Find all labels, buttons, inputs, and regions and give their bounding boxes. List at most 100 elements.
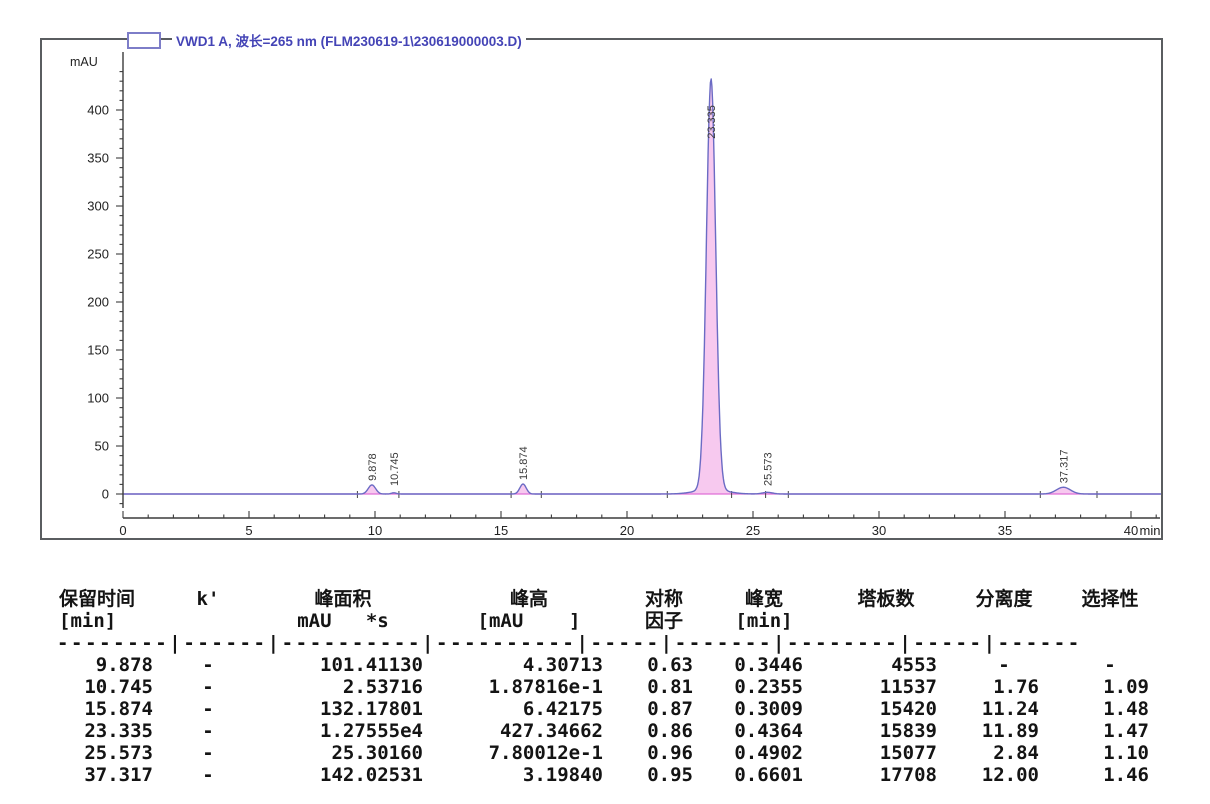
x-tick-label: 35	[998, 523, 1012, 538]
peak-fill	[500, 484, 546, 494]
x-tick-label: 20	[620, 523, 634, 538]
table-cell: -	[202, 720, 214, 742]
column-header: 峰面积	[314, 588, 372, 610]
table-cell: 0.86	[647, 720, 693, 742]
table-cell: 9.878	[95, 654, 153, 676]
table-cell: 142.02531	[320, 764, 423, 786]
table-cell: -	[202, 742, 214, 764]
column-header: 峰宽	[744, 588, 783, 610]
y-tick-label: 0	[102, 487, 109, 502]
peak-row: 10.745 - 2.53716 1.87816e-1 0.81 0.2355 11537 1…	[57, 676, 1165, 698]
table-cell: -	[1104, 654, 1116, 676]
peak-label: 15.874	[518, 446, 530, 480]
column-units: [min]	[735, 610, 793, 632]
table-cell: 12.00	[981, 764, 1039, 786]
column-header: 选择性	[1081, 588, 1139, 610]
column-units	[169, 610, 247, 632]
column-header: 峰高	[509, 588, 548, 610]
table-cell: 0.87	[647, 698, 693, 720]
table-cell: 10.745	[84, 676, 153, 698]
table-cell: 11.89	[981, 720, 1039, 742]
table-cell: 3.19840	[522, 764, 603, 786]
table-cell: 0.95	[647, 764, 693, 786]
table-cell: 17708	[879, 764, 937, 786]
y-tick-label: 100	[87, 391, 109, 406]
table-cell: 15420	[879, 698, 937, 720]
legend: VWD1 A, 波长=265 nm (FLM230619-1\230619000…	[127, 30, 526, 50]
x-tick-label: 30	[872, 523, 886, 538]
table-cell: 25.573	[84, 742, 153, 764]
x-tick-label: 5	[245, 523, 252, 538]
table-cell: 4.30713	[522, 654, 603, 676]
table-cell: -	[202, 764, 214, 786]
y-tick-label: 300	[87, 199, 109, 214]
x-tick-label: 40	[1124, 523, 1138, 538]
column-header: 保留时间	[59, 588, 136, 610]
legend-swatch-box	[127, 31, 161, 49]
x-tick-label: 0	[119, 523, 126, 538]
x-axis-unit-label: min	[1140, 523, 1161, 538]
table-cell: 0.3446	[734, 654, 803, 676]
column-units	[1055, 610, 1165, 632]
peak-label: 25.573	[762, 452, 774, 486]
table-cell: 1.87816e-1	[488, 676, 603, 698]
table-cell: 1.48	[1103, 698, 1149, 720]
table-cell: 6.42175	[522, 698, 603, 720]
table-cell: 1.76	[993, 676, 1039, 698]
table-cell: 0.6601	[734, 764, 803, 786]
x-tick-label: 15	[494, 523, 508, 538]
column-units: [min]	[59, 610, 117, 632]
peak-row: 25.573 - 25.30160 7.80012e-1 0.96 0.4902 15077…	[57, 742, 1165, 764]
y-tick-label: 50	[95, 439, 109, 454]
table-cell: 427.34662	[500, 720, 603, 742]
table-separator: --------|------|----------|----------|--…	[57, 632, 1082, 654]
column-header: k'	[196, 588, 220, 610]
y-tick-label: 400	[87, 103, 109, 118]
table-separator-row: --------|------|----------|----------|--…	[57, 632, 1165, 654]
table-cell: 2.53716	[342, 676, 423, 698]
table-cell: 1.46	[1103, 764, 1149, 786]
table-cell: 0.2355	[734, 676, 803, 698]
table-cell: 1.09	[1103, 676, 1149, 698]
peak-row: 15.874 - 132.17801 6.42175 0.87 0.3009 15420 11…	[57, 698, 1165, 720]
column-units: 因子	[644, 610, 683, 632]
column-units: [mAU ]	[477, 610, 581, 632]
peak-fill	[347, 484, 398, 494]
column-units	[953, 610, 1055, 632]
peak-label: 10.745	[389, 452, 401, 486]
y-tick-label: 200	[87, 295, 109, 310]
table-cell: 11.24	[981, 698, 1039, 720]
peak-label: 9.878	[367, 453, 379, 481]
peak-fill	[677, 79, 747, 495]
peak-table: 保留时间 k' 峰面积 峰高 对称 峰宽 塔板数 分离度 选择性 [min] mAU *s [mAU …	[57, 588, 1165, 786]
peak-label: 37.317	[1058, 450, 1070, 484]
column-header: 塔板数	[857, 588, 915, 610]
table-cell: 0.3009	[734, 698, 803, 720]
table-cell: -	[998, 654, 1010, 676]
table-header-row: 保留时间 k' 峰面积 峰高 对称 峰宽 塔板数 分离度 选择性	[57, 588, 1165, 610]
table-cell: 15.874	[84, 698, 153, 720]
table-cell: 4553	[891, 654, 937, 676]
y-tick-label: 150	[87, 343, 109, 358]
table-cell: 2.84	[993, 742, 1039, 764]
table-cell: 0.63	[647, 654, 693, 676]
peak-row: 23.335 - 1.27555e4 427.34662 0.86 0.4364 15839…	[57, 720, 1165, 742]
table-cell: -	[202, 698, 214, 720]
table-cell: 7.80012e-1	[488, 742, 603, 764]
y-tick-label: 250	[87, 247, 109, 262]
table-cell: 101.41130	[320, 654, 423, 676]
legend-label: VWD1 A, 波长=265 nm (FLM230619-1\230619000…	[172, 30, 526, 50]
chromatogram-svg: 0 50 100 150 200 250 300 350 400 mAU 0 5 10 15 20 25 30 3…	[70, 52, 1161, 538]
table-cell: 0.4902	[734, 742, 803, 764]
table-cell: -	[202, 654, 214, 676]
column-header: 分离度	[975, 588, 1033, 610]
table-cell: 25.30160	[331, 742, 423, 764]
chromatogram-panel: VWD1 A, 波长=265 nm (FLM230619-1\230619000…	[40, 30, 1163, 540]
table-cell: 37.317	[84, 764, 153, 786]
table-cell: 23.335	[84, 720, 153, 742]
peak-fill	[1018, 487, 1110, 494]
peak-row: 9.878 - 101.41130 4.30713 0.63 0.3446 4553 - -	[57, 654, 1165, 676]
chromatogram-curve	[123, 78, 1161, 495]
table-cell: 1.27555e4	[320, 720, 423, 742]
column-units	[819, 610, 953, 632]
